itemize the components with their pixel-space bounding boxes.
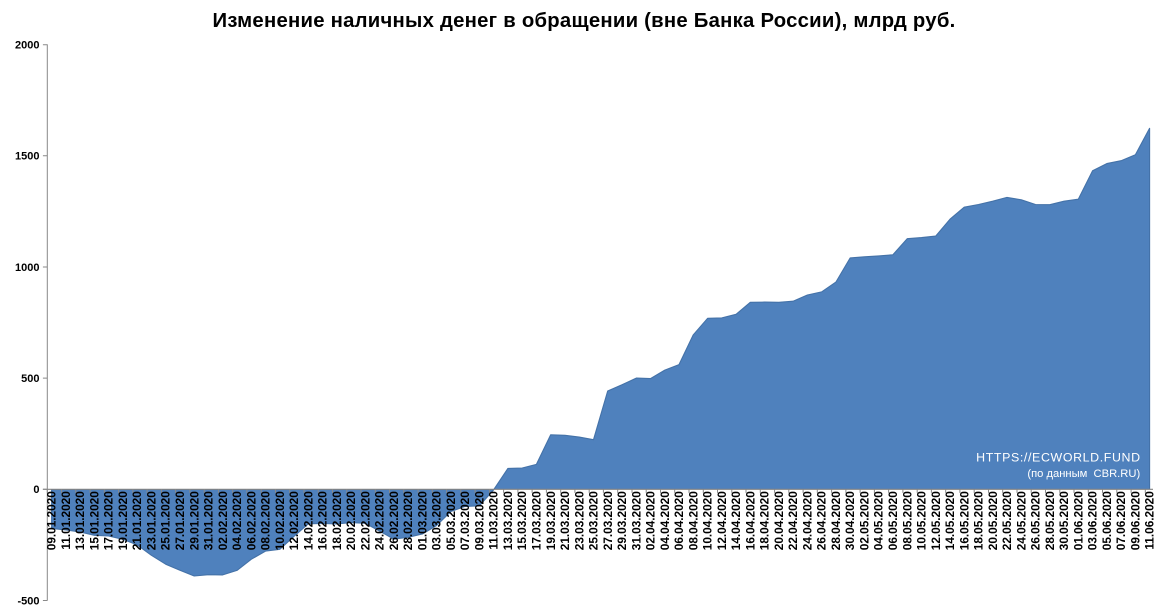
svg-text:01.03.2020: 01.03.2020 — [415, 491, 429, 550]
svg-text:08.05.2020: 08.05.2020 — [900, 491, 914, 550]
svg-text:05.03.2020: 05.03.2020 — [444, 491, 458, 550]
svg-text:04.04.2020: 04.04.2020 — [658, 491, 672, 550]
svg-text:14.04.2020: 14.04.2020 — [729, 491, 743, 550]
svg-text:13.03.2020: 13.03.2020 — [501, 491, 515, 550]
svg-text:29.03.2020: 29.03.2020 — [615, 491, 629, 550]
svg-text:07.03.2020: 07.03.2020 — [458, 491, 472, 550]
svg-text:1000: 1000 — [15, 262, 39, 274]
svg-text:15.03.2020: 15.03.2020 — [515, 491, 529, 550]
svg-text:28.02.2020: 28.02.2020 — [401, 491, 415, 550]
svg-text:07.06.2020: 07.06.2020 — [1114, 491, 1128, 550]
svg-text:24.05.2020: 24.05.2020 — [1014, 491, 1028, 550]
svg-text:09.01.2020: 09.01.2020 — [45, 491, 59, 550]
svg-text:17.01.2020: 17.01.2020 — [102, 491, 116, 550]
svg-text:20.05.2020: 20.05.2020 — [986, 491, 1000, 550]
svg-text:21.03.2020: 21.03.2020 — [558, 491, 572, 550]
svg-text:2000: 2000 — [15, 40, 39, 52]
svg-text:14.05.2020: 14.05.2020 — [943, 491, 957, 550]
svg-text:11.03.2020: 11.03.2020 — [487, 491, 501, 550]
svg-text:12.02.2020: 12.02.2020 — [287, 491, 301, 550]
svg-text:16.05.2020: 16.05.2020 — [957, 491, 971, 550]
svg-text:28.05.2020: 28.05.2020 — [1043, 491, 1057, 550]
svg-text:500: 500 — [21, 373, 39, 385]
svg-text:02.05.2020: 02.05.2020 — [857, 491, 871, 550]
svg-text:HTTPS://ECWORLD.FUND: HTTPS://ECWORLD.FUND — [976, 451, 1141, 465]
svg-text:(по данным CBR.RU): (по данным CBR.RU) — [1027, 468, 1140, 480]
svg-text:12.05.2020: 12.05.2020 — [929, 491, 943, 550]
svg-text:23.03.2020: 23.03.2020 — [572, 491, 586, 550]
svg-text:19.03.2020: 19.03.2020 — [544, 491, 558, 550]
svg-text:-500: -500 — [17, 595, 39, 607]
svg-text:22.04.2020: 22.04.2020 — [786, 491, 800, 550]
svg-text:04.05.2020: 04.05.2020 — [872, 491, 886, 550]
svg-text:22.02.2020: 22.02.2020 — [358, 491, 372, 550]
svg-text:20.04.2020: 20.04.2020 — [772, 491, 786, 550]
svg-text:09.03.2020: 09.03.2020 — [472, 491, 486, 550]
svg-text:26.05.2020: 26.05.2020 — [1029, 491, 1043, 550]
svg-text:30.05.2020: 30.05.2020 — [1057, 491, 1071, 550]
svg-text:15.01.2020: 15.01.2020 — [87, 491, 101, 550]
svg-text:28.04.2020: 28.04.2020 — [829, 491, 843, 550]
svg-text:09.06.2020: 09.06.2020 — [1128, 491, 1142, 550]
svg-text:26.02.2020: 26.02.2020 — [387, 491, 401, 550]
svg-text:22.05.2020: 22.05.2020 — [1000, 491, 1014, 550]
svg-text:Изменение наличных денег в обр: Изменение наличных денег в обращении (вн… — [213, 10, 956, 32]
svg-text:06.05.2020: 06.05.2020 — [886, 491, 900, 550]
svg-text:31.03.2020: 31.03.2020 — [629, 491, 643, 550]
svg-text:16.02.2020: 16.02.2020 — [316, 491, 330, 550]
svg-text:29.01.2020: 29.01.2020 — [187, 491, 201, 550]
svg-text:1500: 1500 — [15, 151, 39, 163]
svg-text:18.02.2020: 18.02.2020 — [330, 491, 344, 550]
svg-text:11.01.2020: 11.01.2020 — [59, 491, 73, 550]
svg-text:10.02.2020: 10.02.2020 — [273, 491, 287, 550]
svg-text:04.02.2020: 04.02.2020 — [230, 491, 244, 550]
svg-text:10.05.2020: 10.05.2020 — [915, 491, 929, 550]
svg-text:16.04.2020: 16.04.2020 — [743, 491, 757, 550]
svg-text:02.02.2020: 02.02.2020 — [216, 491, 230, 550]
svg-text:12.04.2020: 12.04.2020 — [715, 491, 729, 550]
svg-text:06.04.2020: 06.04.2020 — [672, 491, 686, 550]
svg-text:01.06.2020: 01.06.2020 — [1071, 491, 1085, 550]
svg-text:08.02.2020: 08.02.2020 — [259, 491, 273, 550]
svg-text:02.04.2020: 02.04.2020 — [644, 491, 658, 550]
svg-text:06.02.2020: 06.02.2020 — [244, 491, 258, 550]
svg-text:03.03.2020: 03.03.2020 — [430, 491, 444, 550]
svg-text:05.06.2020: 05.06.2020 — [1100, 491, 1114, 550]
svg-text:0: 0 — [33, 484, 39, 496]
svg-text:30.04.2020: 30.04.2020 — [843, 491, 857, 550]
svg-text:08.04.2020: 08.04.2020 — [686, 491, 700, 550]
svg-text:24.02.2020: 24.02.2020 — [373, 491, 387, 550]
svg-text:03.06.2020: 03.06.2020 — [1086, 491, 1100, 550]
svg-text:11.06.2020: 11.06.2020 — [1143, 491, 1157, 550]
svg-text:18.04.2020: 18.04.2020 — [758, 491, 772, 550]
svg-text:10.04.2020: 10.04.2020 — [701, 491, 715, 550]
svg-text:25.01.2020: 25.01.2020 — [159, 491, 173, 550]
svg-text:17.03.2020: 17.03.2020 — [529, 491, 543, 550]
svg-text:21.01.2020: 21.01.2020 — [130, 491, 144, 550]
svg-text:24.04.2020: 24.04.2020 — [800, 491, 814, 550]
svg-text:14.02.2020: 14.02.2020 — [301, 491, 315, 550]
svg-text:26.04.2020: 26.04.2020 — [815, 491, 829, 550]
svg-text:20.02.2020: 20.02.2020 — [344, 491, 358, 550]
svg-text:27.01.2020: 27.01.2020 — [173, 491, 187, 550]
svg-text:13.01.2020: 13.01.2020 — [73, 491, 87, 550]
svg-text:27.03.2020: 27.03.2020 — [601, 491, 615, 550]
svg-text:31.01.2020: 31.01.2020 — [202, 491, 216, 550]
svg-text:25.03.2020: 25.03.2020 — [587, 491, 601, 550]
svg-text:19.01.2020: 19.01.2020 — [116, 491, 130, 550]
svg-text:18.05.2020: 18.05.2020 — [972, 491, 986, 550]
svg-text:23.01.2020: 23.01.2020 — [144, 491, 158, 550]
